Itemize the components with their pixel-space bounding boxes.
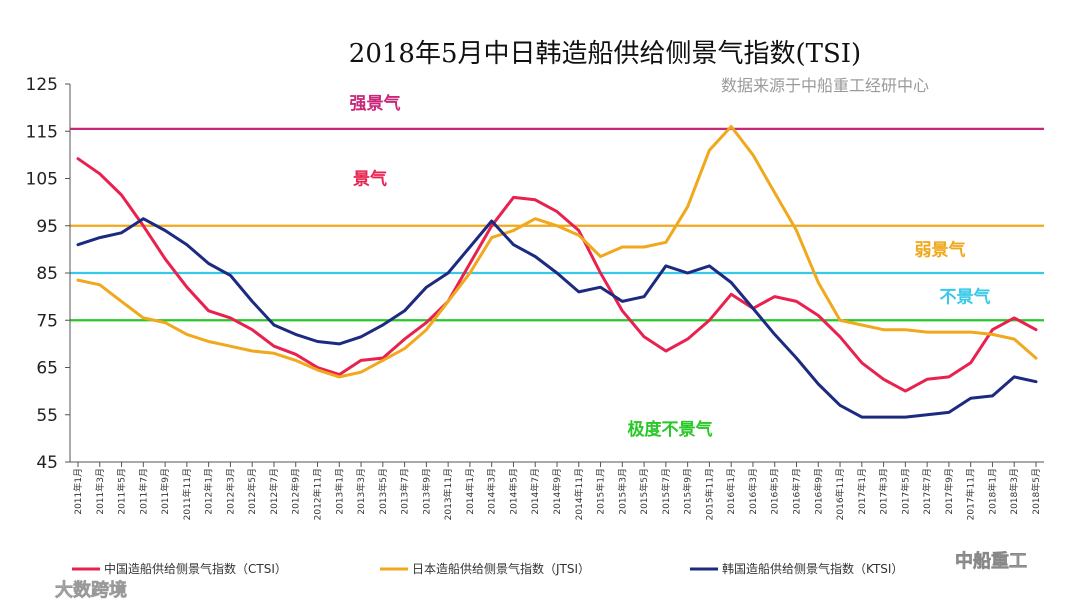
zone-label: 弱景气 bbox=[915, 239, 966, 260]
x-tick-label: 2011年7月 bbox=[137, 468, 149, 515]
y-tick-label: 95 bbox=[36, 217, 58, 237]
x-tick-label: 2017年9月 bbox=[943, 468, 955, 515]
x-tick-label: 2018年3月 bbox=[1008, 468, 1020, 515]
x-tick-label: 2012年7月 bbox=[268, 468, 280, 515]
x-tick-label: 2013年3月 bbox=[355, 468, 367, 515]
legend: 中国造船供给侧景气指数（CTSI） 日本造船供给侧景气指数（JTSI） 韩国造船供给… bbox=[72, 561, 903, 576]
y-tick-label: 55 bbox=[36, 406, 58, 426]
x-tick-label: 2014年11月 bbox=[573, 468, 585, 520]
x-tick-label: 2017年11月 bbox=[965, 468, 977, 520]
x-tick-label: 2017年1月 bbox=[856, 468, 868, 515]
y-tick-label: 45 bbox=[36, 453, 58, 473]
x-tick-label: 2016年7月 bbox=[791, 468, 803, 515]
series-line bbox=[76, 125, 1038, 379]
x-tick-label: 2013年5月 bbox=[377, 468, 389, 515]
legend-label: 韩国造船供给侧景气指数（KTSI） bbox=[722, 561, 903, 576]
chart-subtitle: 数据来源于中船重工经研中心 bbox=[721, 76, 929, 95]
y-tick-label: 75 bbox=[36, 311, 58, 331]
x-tick-label: 2016年5月 bbox=[769, 468, 781, 515]
y-tick-label: 65 bbox=[36, 359, 58, 379]
legend-label: 日本造船供给侧景气指数（JTSI） bbox=[412, 561, 590, 576]
x-tick-label: 2015年9月 bbox=[682, 468, 694, 515]
x-tick-label: 2012年5月 bbox=[246, 468, 258, 515]
x-tick-label: 2011年1月 bbox=[72, 468, 84, 515]
x-tick-label: 2017年7月 bbox=[921, 468, 933, 515]
x-tick-label: 2015年11月 bbox=[703, 468, 715, 520]
x-tick-label: 2016年1月 bbox=[725, 468, 737, 515]
zone-label: 不景气 bbox=[940, 287, 991, 308]
x-tick-label: 2015年5月 bbox=[638, 468, 650, 515]
x-tick-label: 2016年9月 bbox=[812, 468, 824, 515]
x-tick-label: 2015年7月 bbox=[660, 468, 672, 515]
x-tick-label: 2012年1月 bbox=[203, 468, 215, 515]
x-tick-label: 2015年3月 bbox=[616, 468, 628, 515]
x-tick-label: 2011年3月 bbox=[94, 468, 106, 515]
y-tick-label: 115 bbox=[26, 122, 58, 142]
x-tick-label: 2015年1月 bbox=[595, 468, 607, 515]
x-tick-label: 2018年1月 bbox=[986, 468, 998, 515]
x-tick-label: 2011年5月 bbox=[116, 468, 128, 515]
chart-title: 2018年5月中日韩造船供给侧景气指数(TSI) bbox=[349, 39, 861, 69]
x-tick-label: 2014年3月 bbox=[486, 468, 498, 515]
x-tick-label: 2016年11月 bbox=[834, 468, 846, 520]
watermark-wechat: 中船重工 bbox=[955, 550, 1027, 572]
x-tick-label: 2011年9月 bbox=[159, 468, 171, 515]
y-tick-label: 105 bbox=[26, 170, 58, 190]
legend-label: 中国造船供给侧景气指数（CTSI） bbox=[104, 561, 287, 576]
axis-layer: 45 55 65 75 85 95 105 115 125 2011年1月 2011年3月 2011年… bbox=[26, 75, 1044, 520]
x-tick-label: 2014年9月 bbox=[551, 468, 563, 515]
x-tick-label: 2014年1月 bbox=[464, 468, 476, 515]
x-tick-label: 2017年5月 bbox=[899, 468, 911, 515]
x-tick-label: 2018年5月 bbox=[1030, 468, 1042, 515]
x-tick-label: 2014年5月 bbox=[507, 468, 519, 515]
x-tick-label: 2016年3月 bbox=[747, 468, 759, 515]
x-tick-label: 2012年9月 bbox=[290, 468, 302, 515]
y-tick-label: 85 bbox=[36, 264, 58, 284]
series-line bbox=[76, 217, 1038, 419]
x-tick-label: 2012年3月 bbox=[224, 468, 236, 515]
series-layer bbox=[76, 125, 1038, 419]
zone-label: 极度不景气 bbox=[628, 419, 713, 440]
x-tick-label: 2017年3月 bbox=[878, 468, 890, 515]
x-tick-label: 2013年7月 bbox=[399, 468, 411, 515]
y-tick-label: 125 bbox=[26, 75, 58, 95]
series-line bbox=[76, 157, 1038, 393]
x-tick-label: 2014年7月 bbox=[529, 468, 541, 515]
watermark-brand: 大数跨境 bbox=[55, 579, 127, 601]
x-tick-label: 2011年11月 bbox=[181, 468, 193, 520]
zone-label: 景气 bbox=[353, 169, 387, 190]
x-tick-label: 2013年11月 bbox=[442, 468, 454, 520]
x-tick-label: 2013年1月 bbox=[333, 468, 345, 515]
x-tick-label: 2013年9月 bbox=[420, 468, 432, 515]
zone-label: 强景气 bbox=[350, 93, 401, 114]
x-tick-label: 2012年11月 bbox=[312, 468, 324, 520]
